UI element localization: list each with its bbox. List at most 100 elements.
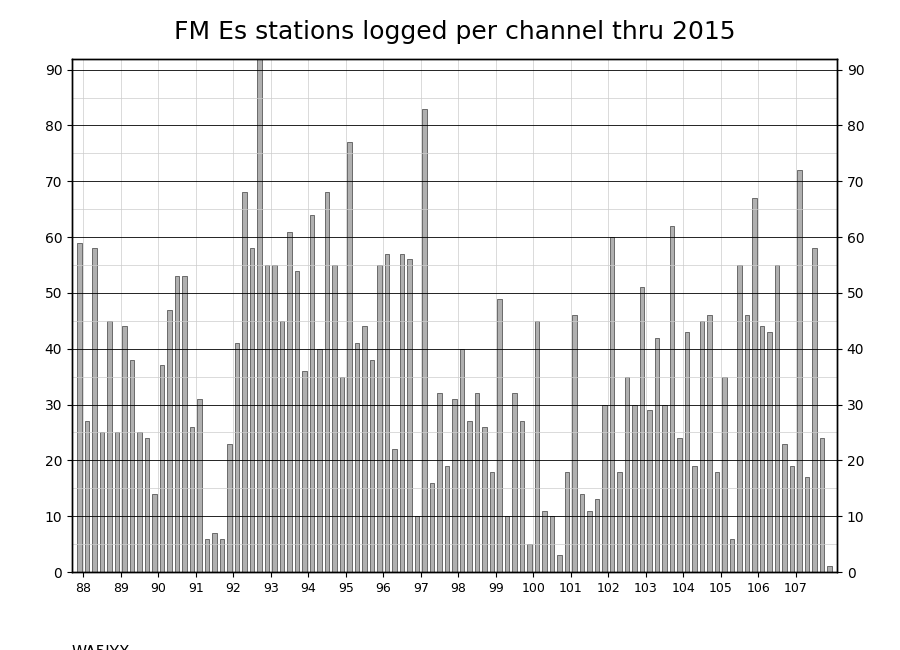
Bar <box>647 410 652 572</box>
Bar <box>692 466 697 572</box>
Bar <box>490 471 494 572</box>
Bar <box>678 438 682 572</box>
Bar <box>565 471 570 572</box>
Bar <box>100 432 104 572</box>
Bar <box>415 516 419 572</box>
Bar <box>250 248 255 572</box>
Bar <box>782 443 787 572</box>
Bar <box>580 494 584 572</box>
Bar <box>437 393 442 572</box>
Bar <box>700 321 705 572</box>
Bar <box>235 343 239 572</box>
Bar <box>377 265 382 572</box>
Bar <box>460 349 464 572</box>
Bar <box>257 31 262 572</box>
Bar <box>115 432 120 572</box>
Bar <box>557 555 562 572</box>
Bar <box>520 421 525 572</box>
Title: FM Es stations logged per channel thru 2015: FM Es stations logged per channel thru 2… <box>174 20 735 44</box>
Bar <box>640 287 644 572</box>
Bar <box>730 538 734 572</box>
Bar <box>535 321 539 572</box>
Bar <box>505 516 509 572</box>
Bar <box>137 432 142 572</box>
Bar <box>295 270 300 572</box>
Bar <box>707 315 712 572</box>
Bar <box>812 248 817 572</box>
Bar <box>572 315 577 572</box>
Bar <box>745 315 750 572</box>
Bar <box>152 494 157 572</box>
Bar <box>752 198 757 572</box>
Bar <box>205 538 210 572</box>
Bar <box>602 404 607 572</box>
Bar <box>385 254 390 572</box>
Bar <box>543 511 547 572</box>
Bar <box>280 321 284 572</box>
Bar <box>670 226 674 572</box>
Bar <box>310 214 314 572</box>
Bar <box>340 376 345 572</box>
Bar <box>797 170 802 572</box>
Bar <box>498 298 502 572</box>
Bar <box>737 265 742 572</box>
Bar <box>445 466 449 572</box>
Bar <box>632 404 637 572</box>
Bar <box>302 371 307 572</box>
Bar <box>197 399 202 572</box>
Bar <box>227 443 232 572</box>
Bar <box>662 404 667 572</box>
Bar <box>355 343 359 572</box>
Bar <box>392 449 397 572</box>
Bar <box>790 466 795 572</box>
Bar <box>332 265 337 572</box>
Bar <box>212 533 217 572</box>
Bar <box>595 499 599 572</box>
Bar <box>452 399 457 572</box>
Bar <box>625 376 629 572</box>
Bar <box>400 254 404 572</box>
Bar <box>610 237 615 572</box>
Bar <box>512 393 517 572</box>
Bar <box>805 477 809 572</box>
Bar <box>362 326 367 572</box>
Bar <box>617 471 622 572</box>
Bar <box>407 259 412 572</box>
Bar <box>318 349 322 572</box>
Bar <box>287 231 292 572</box>
Bar <box>550 516 554 572</box>
Bar <box>93 248 97 572</box>
Bar <box>768 332 772 572</box>
Bar <box>175 276 179 572</box>
Bar <box>325 192 329 572</box>
Bar <box>182 276 187 572</box>
Bar <box>760 326 764 572</box>
Bar <box>347 142 352 572</box>
Bar <box>145 438 149 572</box>
Bar <box>85 421 89 572</box>
Bar <box>775 265 779 572</box>
Bar <box>160 365 165 572</box>
Bar <box>272 265 277 572</box>
Bar <box>527 544 532 572</box>
Bar <box>422 109 427 572</box>
Bar <box>715 471 719 572</box>
Bar <box>130 360 134 572</box>
Bar <box>467 421 472 572</box>
Bar <box>220 538 224 572</box>
Bar <box>827 566 832 572</box>
Bar <box>587 511 592 572</box>
Bar <box>685 332 689 572</box>
Bar <box>77 242 82 572</box>
Bar <box>475 393 480 572</box>
Bar <box>167 309 172 572</box>
Bar <box>107 321 112 572</box>
Bar <box>430 483 435 572</box>
Bar <box>190 427 194 572</box>
Text: WA5IYX: WA5IYX <box>72 645 130 650</box>
Bar <box>265 265 269 572</box>
Bar <box>370 360 374 572</box>
Bar <box>242 192 247 572</box>
Bar <box>820 438 824 572</box>
Bar <box>723 376 727 572</box>
